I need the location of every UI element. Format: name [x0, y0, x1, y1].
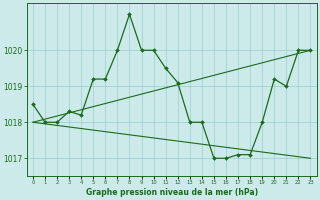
X-axis label: Graphe pression niveau de la mer (hPa): Graphe pression niveau de la mer (hPa) [86, 188, 258, 197]
